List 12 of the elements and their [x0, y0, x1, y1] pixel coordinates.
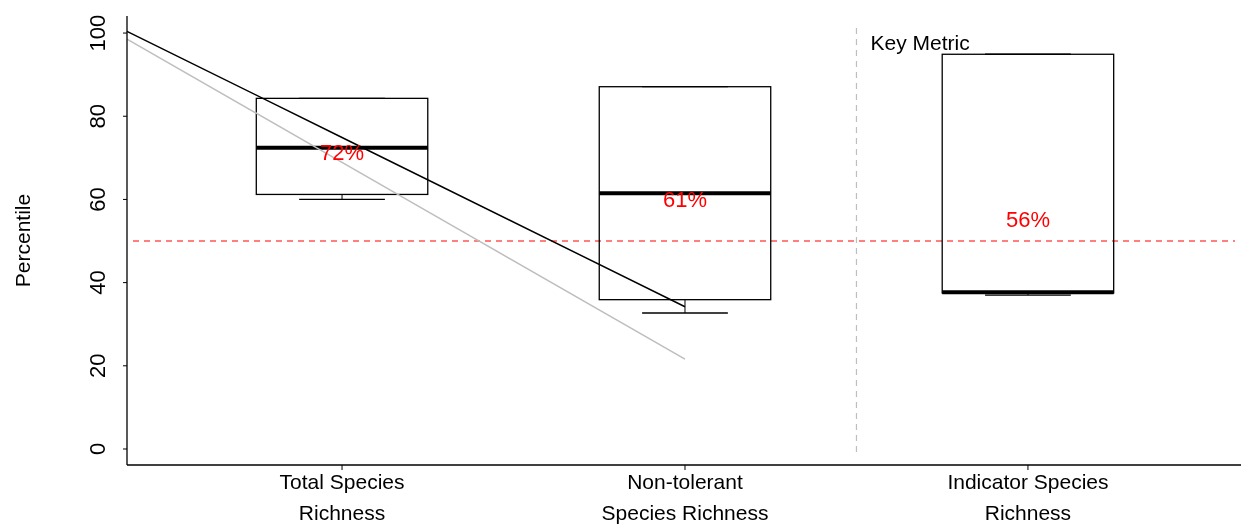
y-tick-label: 40 [85, 270, 110, 295]
annotation: Key Metric [870, 31, 970, 54]
y-tick-label: 20 [85, 353, 110, 379]
x-tick-label: Indicator Species Richness [947, 470, 1109, 524]
y-tick-label: 60 [85, 187, 110, 212]
y-tick-label: 80 [85, 104, 110, 129]
y-tick-label: 0 [85, 442, 110, 456]
y-tick-label: 100 [85, 14, 110, 52]
x-tick-label: Non-tolerant Species Richness [601, 470, 769, 524]
y-axis-title: Percentile [11, 193, 34, 288]
annotation: 56% [1005, 206, 1050, 232]
x-tick-label: Total Species Richness [279, 470, 405, 524]
